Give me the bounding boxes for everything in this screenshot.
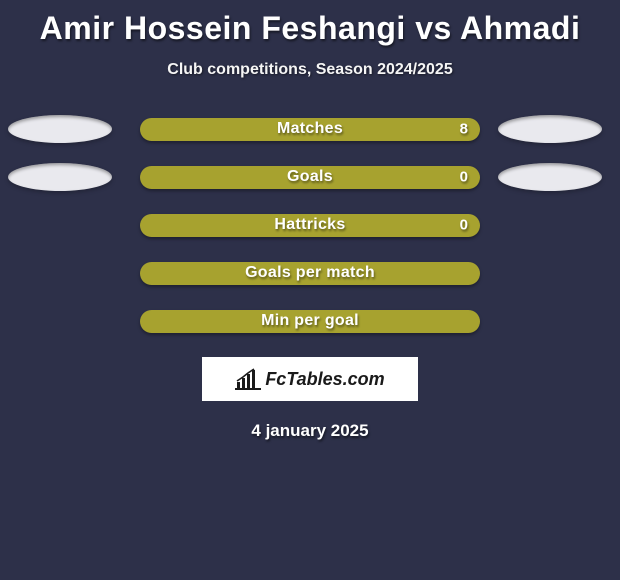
stat-label: Hattricks — [274, 216, 345, 234]
page-title: Amir Hossein Feshangi vs Ahmadi — [0, 10, 620, 47]
date-text: 4 january 2025 — [0, 421, 620, 441]
player-left-photo — [8, 115, 112, 143]
stat-row: Goals 0 — [0, 165, 620, 189]
stat-value: 0 — [460, 169, 468, 186]
player-left-photo — [8, 163, 112, 191]
stat-label: Min per goal — [261, 312, 359, 330]
logo-text: FcTables.com — [265, 369, 384, 390]
subtitle: Club competitions, Season 2024/2025 — [0, 61, 620, 79]
stat-bar: Matches 8 — [140, 118, 480, 141]
bar-chart-icon — [235, 368, 261, 390]
stat-value: 8 — [460, 121, 468, 138]
stat-label: Goals — [287, 168, 333, 186]
stat-bar: Goals per match — [140, 262, 480, 285]
stat-bar: Min per goal — [140, 310, 480, 333]
stat-row: Goals per match — [0, 261, 620, 285]
stat-row: Hattricks 0 — [0, 213, 620, 237]
player-right-photo — [498, 163, 602, 191]
comparison-card: Amir Hossein Feshangi vs Ahmadi Club com… — [0, 0, 620, 580]
stat-label: Goals per match — [245, 264, 375, 282]
stat-label: Matches — [277, 120, 343, 138]
player-right-photo — [498, 115, 602, 143]
stat-row: Min per goal — [0, 309, 620, 333]
stat-row: Matches 8 — [0, 117, 620, 141]
stat-bar: Hattricks 0 — [140, 214, 480, 237]
stat-bar: Goals 0 — [140, 166, 480, 189]
logo-box: FcTables.com — [202, 357, 418, 401]
stat-value: 0 — [460, 217, 468, 234]
stats-rows: Matches 8 Goals 0 Hattricks 0 Goals per … — [0, 117, 620, 333]
